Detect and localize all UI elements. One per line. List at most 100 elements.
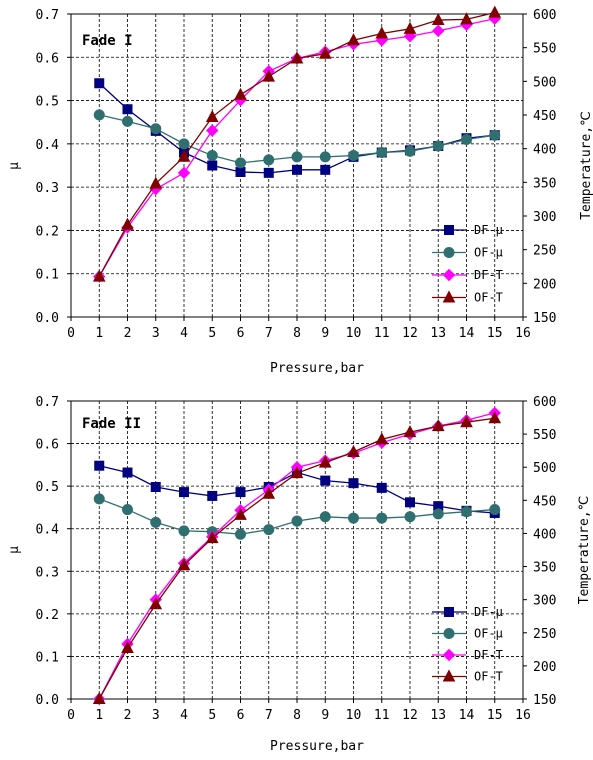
chart-title: Fade I [82, 33, 133, 49]
y-left-tick-label: 0.6 [36, 438, 59, 453]
x-tick-label: 13 [430, 326, 446, 341]
x-tick-label: 1 [95, 326, 103, 341]
y-right-tick-label: 350 [533, 176, 556, 191]
legend-marker [442, 669, 456, 682]
data-point [92, 269, 106, 282]
data-point [205, 109, 219, 123]
data-point [376, 482, 387, 493]
legend-label: OF-T [474, 670, 503, 684]
x-tick-label: 2 [124, 326, 132, 341]
data-point [150, 516, 162, 528]
data-point [348, 150, 359, 162]
x-axis-label: Pressure,bar [270, 739, 364, 754]
data-point [122, 104, 133, 115]
x-tick-label: 12 [402, 326, 418, 341]
y-left-tick-label: 0.7 [36, 395, 59, 410]
x-tick-label: 3 [152, 708, 160, 723]
data-point [292, 164, 302, 175]
data-point [263, 524, 275, 536]
data-point [263, 167, 274, 178]
legend-marker [444, 225, 454, 235]
data-point [177, 166, 191, 180]
chart-panel-1: 0 1 2 3 4 5 6 7 8 9 10 11 12 13 14 15 160.00.10.20.30.40… [7, 5, 593, 376]
data-point [461, 506, 472, 518]
data-point [150, 481, 161, 492]
x-axis-label: Pressure,bar [270, 361, 364, 376]
legend-label: DF-T [474, 648, 503, 662]
data-point [235, 166, 246, 177]
data-point [347, 444, 360, 457]
y-right-tick-label: 500 [533, 461, 556, 476]
x-tick-label: 5 [208, 708, 216, 723]
data-point [179, 487, 189, 498]
y-left-tick-label: 0.5 [36, 480, 59, 495]
legend-label: DF-μ [474, 605, 503, 619]
series-OF-T [92, 411, 502, 704]
x-tick-label: 13 [430, 708, 446, 723]
data-point [405, 497, 415, 508]
data-point [461, 134, 472, 146]
data-point [348, 512, 359, 524]
x-tick-label: 5 [208, 326, 216, 341]
data-point [489, 504, 501, 516]
x-tick-label: 9 [321, 326, 329, 341]
legend-entry: DF-T [432, 648, 503, 662]
data-point [375, 432, 389, 445]
legend-marker [444, 607, 454, 617]
data-point [235, 487, 246, 498]
data-point [177, 149, 191, 162]
x-tick-label: 0 [67, 326, 75, 341]
y-right-tick-label: 200 [533, 660, 556, 675]
data-point [348, 478, 359, 489]
series-OF-μ [93, 493, 501, 540]
legend-entry: OF-μ [432, 246, 503, 260]
data-point [431, 419, 445, 432]
data-point [149, 597, 163, 610]
data-point [460, 12, 473, 25]
data-point [432, 140, 444, 152]
data-point [262, 69, 276, 82]
y-left-tick-label: 0.2 [36, 608, 59, 623]
data-point [121, 217, 134, 230]
chart-title: Fade II [82, 416, 141, 432]
y-left-tick-label: 0.2 [36, 224, 59, 239]
y-left-tick-label: 0.4 [36, 523, 60, 538]
plot-frame [70, 400, 524, 700]
y-right-axis-label: Temperature,℃ [577, 496, 592, 605]
legend-entry: OF-μ [432, 627, 503, 641]
chart-panel-2: 0 1 2 3 4 5 6 7 8 9 10 11 12 13 14 15 160.00.10.20.30.40… [7, 395, 592, 754]
legend-marker [443, 247, 455, 258]
data-point [319, 511, 331, 523]
data-point [290, 466, 304, 479]
legend-label: OF-T [474, 291, 503, 305]
x-tick-label: 9 [321, 708, 329, 723]
x-tick-label: 14 [459, 708, 475, 723]
data-point [235, 528, 246, 540]
data-point [347, 33, 360, 46]
y-right-tick-label: 300 [533, 210, 556, 225]
data-point [234, 507, 247, 520]
series-OF-μ [93, 109, 501, 169]
data-point [178, 525, 190, 537]
data-point [404, 511, 416, 523]
x-tick-label: 8 [293, 708, 301, 723]
legend-entry: DF-μ [432, 605, 503, 619]
y-right-tick-label: 250 [533, 244, 556, 259]
legend-label: OF-μ [474, 246, 503, 260]
data-point [291, 515, 303, 527]
y-left-tick-label: 0.7 [36, 8, 59, 23]
legend-entry: DF-T [432, 268, 503, 282]
data-point [93, 109, 105, 121]
data-point [205, 531, 219, 544]
data-point [404, 145, 416, 157]
x-tick-label: 15 [487, 326, 503, 341]
data-point [320, 164, 331, 175]
data-point [92, 691, 106, 704]
data-point [94, 78, 105, 89]
y-left-tick-label: 0.0 [36, 311, 59, 326]
y-right-tick-label: 300 [533, 594, 556, 609]
legend-entry: OF-T [432, 669, 503, 684]
data-point [375, 26, 389, 39]
y-left-tick-label: 0.1 [36, 650, 59, 665]
data-point [403, 425, 417, 438]
